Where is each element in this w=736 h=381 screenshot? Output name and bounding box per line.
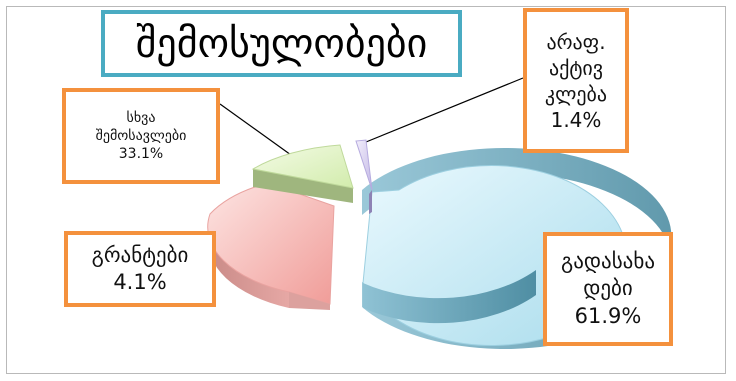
label-nonop-percent: 1.4% [550,107,602,132]
leader-line-nonop [365,77,524,143]
chart-title: შემოსულობები [101,10,462,77]
pie-slice-grants-rim [253,169,353,203]
label-other-percent: 33.1% [118,146,164,163]
label-nonop-line2: აქტივ [548,55,604,80]
label-nonop-line1: არაფ. [546,29,606,54]
label-other-line2: შემოსავლები [95,127,187,144]
label-taxes-percent: 61.9% [574,303,642,328]
data-label-other: სხვა შემოსავლები 33.1% [62,88,220,184]
leader-line-other [219,103,299,161]
label-nonop-line3: კლება [544,81,608,106]
label-other-line1: სხვა [126,109,156,126]
pie-slice-nonop [355,139,373,191]
data-label-nonop: არაფ. აქტივ კლება 1.4% [523,8,629,153]
label-taxes-line1: გადასახა [561,249,655,274]
data-label-grants: გრანტები 4.1% [64,231,216,307]
pie-slice-other-face [289,292,330,310]
pie-slice-nonop-rim [369,190,372,214]
chart-title-text: შემოსულობები [135,20,428,67]
label-grants-line1: გრანტები [91,242,189,267]
data-label-taxes: გადასახა დები 61.9% [543,232,673,346]
label-taxes-line2: დები [583,276,633,301]
pie-slice-other [207,182,335,305]
pie-slice-grants [251,144,354,189]
pie-slice-taxes-rim [363,270,536,324]
label-grants-percent: 4.1% [113,270,167,294]
